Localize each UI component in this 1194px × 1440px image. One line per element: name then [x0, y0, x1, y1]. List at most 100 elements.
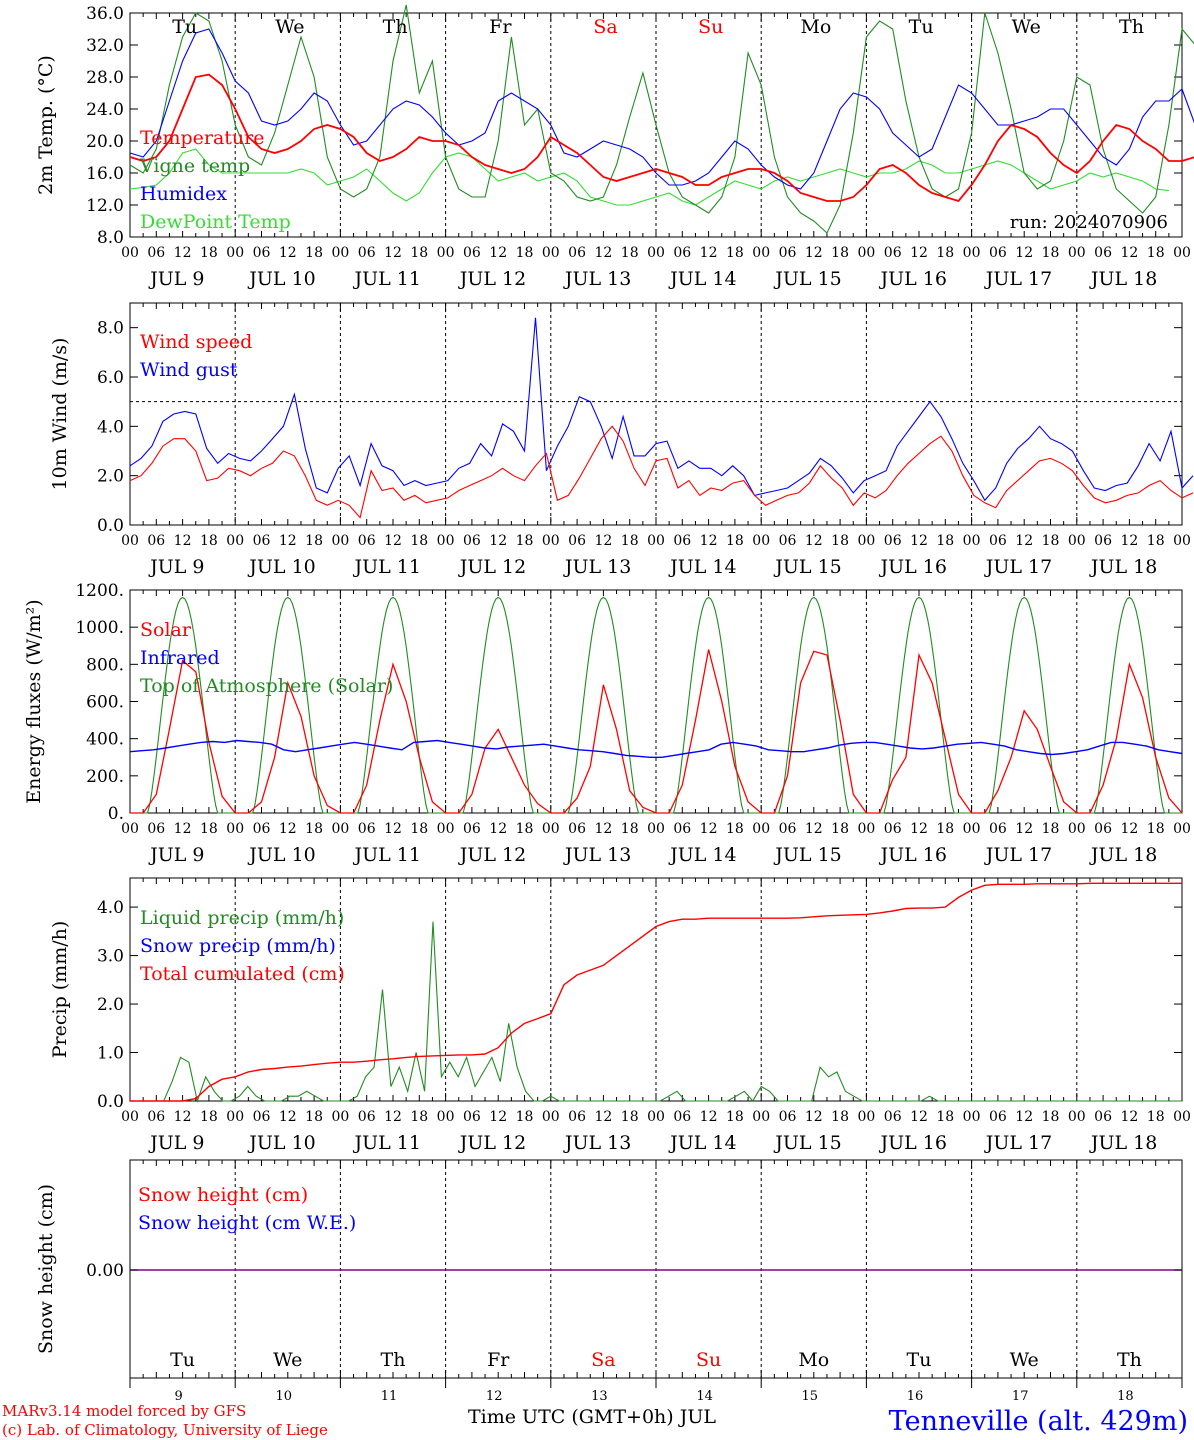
y-tick-label: 0.00 [86, 1261, 124, 1281]
toa-solar-line [971, 596, 1077, 814]
legend-wind-speed-line: Wind speed [140, 331, 252, 353]
day-number-label: 18 [1117, 1389, 1134, 1404]
hour-tick-label: 12 [279, 821, 297, 837]
hour-tick-label: 18 [410, 821, 428, 837]
weekday-label: Sa [591, 1349, 615, 1371]
weekday-label: We [1012, 16, 1041, 38]
y-tick-label: 0. [108, 804, 124, 824]
hour-tick-label: 06 [673, 1109, 691, 1125]
day-label: JUL 11 [353, 844, 421, 866]
day-number-label: 14 [696, 1389, 713, 1404]
hour-tick-label: 18 [621, 245, 639, 261]
day-label: JUL 10 [247, 844, 315, 866]
hour-tick-label: 06 [779, 245, 797, 261]
day-label: JUL 13 [563, 268, 631, 290]
hour-tick-label: 18 [1147, 533, 1165, 549]
weekday-label: We [1010, 1349, 1039, 1371]
hour-tick-label: 18 [1042, 821, 1060, 837]
hour-tick-label: 00 [331, 821, 349, 837]
hour-tick-label: 06 [147, 533, 165, 549]
y-tick-label: 2.0 [97, 995, 124, 1015]
hour-tick-label: 18 [726, 533, 744, 549]
hour-tick-label: 06 [253, 821, 271, 837]
hour-tick-label: 00 [437, 245, 455, 261]
hour-tick-label: 00 [121, 821, 139, 837]
hour-tick-label: 12 [489, 1109, 507, 1125]
hour-tick-label: 18 [200, 1109, 218, 1125]
toa-solar-line [445, 596, 551, 814]
y-tick-label: 32.0 [86, 36, 124, 56]
hour-tick-label: 06 [673, 245, 691, 261]
toa-solar-line [550, 596, 656, 814]
hour-tick-label: 18 [200, 245, 218, 261]
hour-tick-label: 00 [1173, 533, 1191, 549]
hour-tick-label: 12 [279, 245, 297, 261]
hour-tick-label: 18 [305, 245, 323, 261]
hour-tick-label: 00 [226, 821, 244, 837]
hour-tick-label: 12 [805, 245, 823, 261]
day-label: JUL 16 [879, 844, 947, 866]
hour-tick-label: 12 [384, 245, 402, 261]
hour-tick-label: 12 [805, 821, 823, 837]
y-tick-label: 12.0 [86, 196, 124, 216]
legend-toa-solar: Top of Atmosphere (Solar) [140, 675, 393, 697]
day-label: JUL 15 [773, 1132, 841, 1154]
hour-tick-label: 00 [121, 533, 139, 549]
hour-tick-label: 06 [884, 245, 902, 261]
x-axis-label: Time UTC (GMT+0h) JUL [468, 1406, 716, 1428]
weekday-label: Fr [487, 1349, 510, 1371]
run-annotation: run: 2024070906 [1010, 212, 1168, 233]
toa-solar-line [761, 596, 867, 814]
hour-tick-label: 18 [1147, 1109, 1165, 1125]
hour-tick-label: 00 [857, 821, 875, 837]
y-axis-label: Precip (mm/h) [49, 921, 71, 1059]
hour-tick-label: 12 [384, 821, 402, 837]
hour-tick-label: 18 [1042, 245, 1060, 261]
hour-tick-label: 18 [516, 245, 534, 261]
weekday-label: Tu [909, 16, 934, 38]
day-number-label: 12 [486, 1389, 503, 1404]
day-number-label: 9 [174, 1389, 182, 1404]
hour-tick-label: 18 [621, 1109, 639, 1125]
toa-solar-line [656, 596, 762, 814]
hour-tick-label: 18 [936, 245, 954, 261]
temperature-panel: 8.0 12.0 16.0 20.0 24.0 28.0 32.0 36.0 Tu We Th Fr S… [35, 4, 1194, 290]
hour-tick-label: 06 [779, 1109, 797, 1125]
hour-tick-label: 18 [831, 1109, 849, 1125]
hour-tick-label: 12 [489, 533, 507, 549]
day-label: JUL 16 [879, 556, 947, 578]
y-tick-label: 4.0 [97, 898, 124, 918]
hour-tick-label: 06 [358, 1109, 376, 1125]
y-tick-label: 20.0 [86, 132, 124, 152]
day-number-label: 17 [1012, 1389, 1029, 1404]
weekday-label: Sa [593, 16, 617, 38]
day-label: JUL 16 [879, 268, 947, 290]
hour-tick-label: 00 [963, 533, 981, 549]
weekday-label: Th [381, 1349, 406, 1371]
day-label: JUL 18 [1089, 268, 1157, 290]
legend-total-cumulated: Total cumulated (cm) [140, 963, 345, 985]
humidex-line [129, 28, 1194, 190]
y-tick-label: 8.0 [97, 228, 124, 248]
weekday-label: Th [383, 16, 408, 38]
y-tick-label: 4.0 [97, 417, 124, 437]
hour-tick-label: 06 [568, 533, 586, 549]
day-number-label: 13 [591, 1389, 608, 1404]
hour-tick-label: 12 [489, 821, 507, 837]
hour-tick-label: 00 [331, 533, 349, 549]
hour-tick-label: 00 [963, 1109, 981, 1125]
hour-tick-label: 06 [989, 821, 1007, 837]
y-tick-label: 1.0 [97, 1044, 124, 1064]
hour-tick-label: 00 [226, 245, 244, 261]
toa-solar-line [1076, 596, 1182, 814]
hour-tick-label: 00 [752, 245, 770, 261]
toa-solar-line [866, 596, 972, 814]
day-label: JUL 12 [458, 1132, 526, 1154]
day-label: JUL 15 [773, 556, 841, 578]
hour-tick-label: 18 [305, 821, 323, 837]
day-label: JUL 10 [247, 268, 315, 290]
hour-tick-label: 12 [594, 245, 612, 261]
hour-tick-label: 00 [121, 245, 139, 261]
dewpoint-line [129, 148, 1169, 206]
infrared-line [129, 739, 1183, 758]
